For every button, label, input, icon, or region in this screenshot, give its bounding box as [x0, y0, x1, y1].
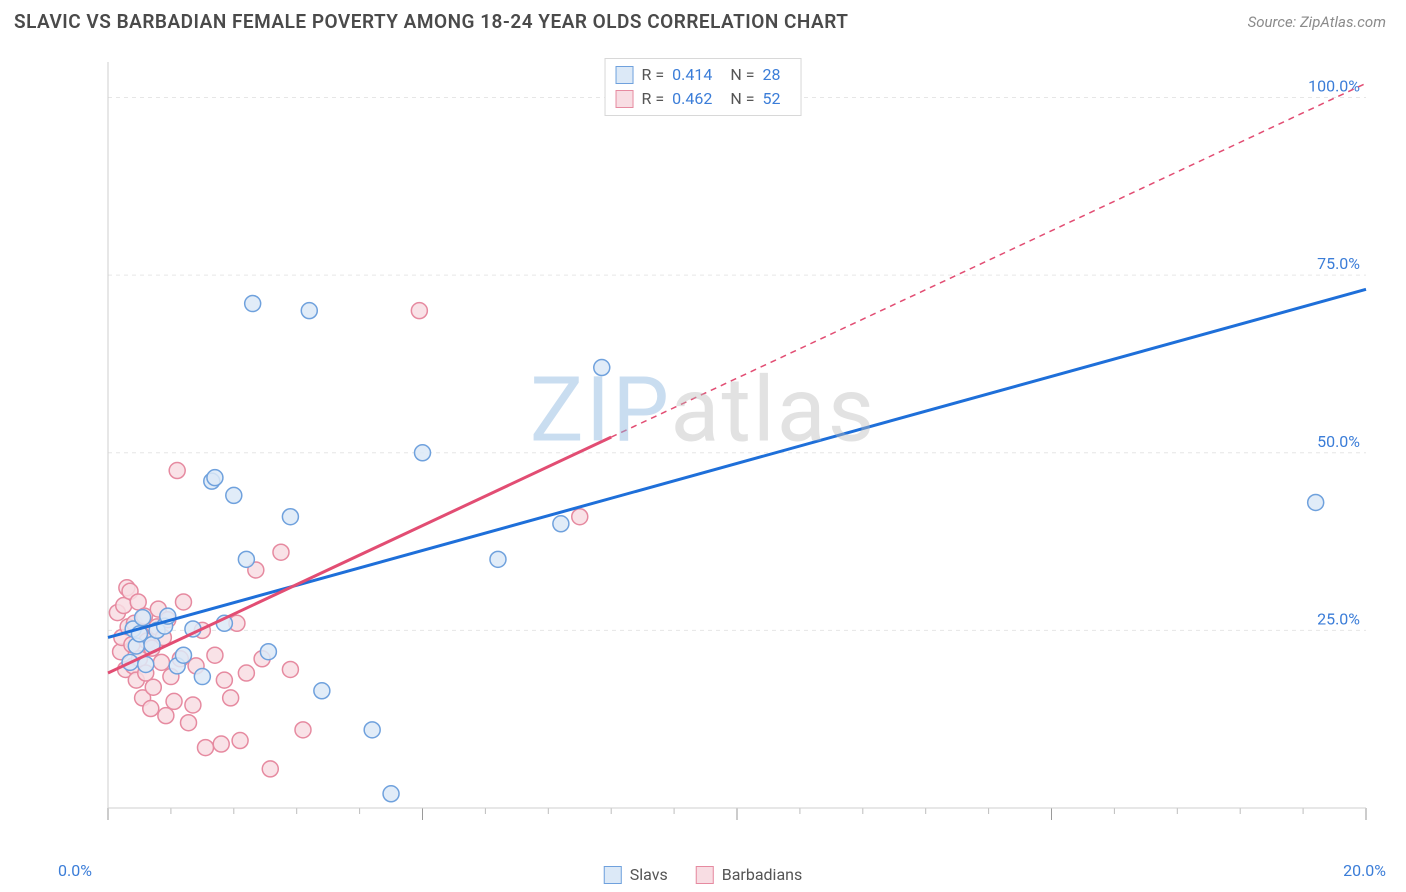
stat-r-label: R =	[642, 87, 665, 111]
stat-n-label: N =	[730, 87, 754, 111]
x-axis-max-label: 20.0%	[1343, 861, 1386, 880]
scatter-chart: 25.0% 50.0% 75.0% 100.0%	[50, 50, 1388, 852]
chart-title: SLAVIC VS BARBADIAN FEMALE POVERTY AMONG…	[14, 10, 848, 33]
stat-r-label: R =	[642, 63, 665, 87]
legend-swatch	[604, 866, 622, 884]
svg-text:50.0%: 50.0%	[1317, 432, 1360, 451]
stat-r-value: 0.414	[672, 63, 712, 87]
legend-swatch	[696, 866, 714, 884]
legend-item-barbadians: Barbadians	[696, 865, 803, 884]
stat-r-value: 0.462	[672, 87, 712, 111]
stat-n-value: 28	[762, 63, 780, 87]
stats-row-barbadians: R = 0.462 N = 52	[616, 87, 791, 111]
stat-n-label: N =	[730, 63, 754, 87]
stat-n-value: 52	[762, 87, 780, 111]
series-legend: Slavs Barbadians	[604, 865, 802, 884]
swatch-slavs	[616, 66, 634, 84]
svg-text:75.0%: 75.0%	[1317, 254, 1360, 273]
svg-text:25.0%: 25.0%	[1317, 609, 1360, 628]
x-axis-min-label: 0.0%	[58, 861, 92, 880]
svg-text:100.0%: 100.0%	[1308, 77, 1360, 96]
stats-legend: R = 0.414 N = 28 R = 0.462 N = 52	[605, 58, 802, 116]
stats-row-slavs: R = 0.414 N = 28	[616, 63, 791, 87]
swatch-barbadians	[616, 90, 634, 108]
source-label: Source: ZipAtlas.com	[1248, 13, 1386, 31]
plot-area: 25.0% 50.0% 75.0% 100.0%	[50, 50, 1388, 852]
legend-item-slavs: Slavs	[604, 865, 668, 884]
legend-label: Slavs	[630, 865, 668, 884]
legend-label: Barbadians	[722, 865, 803, 884]
